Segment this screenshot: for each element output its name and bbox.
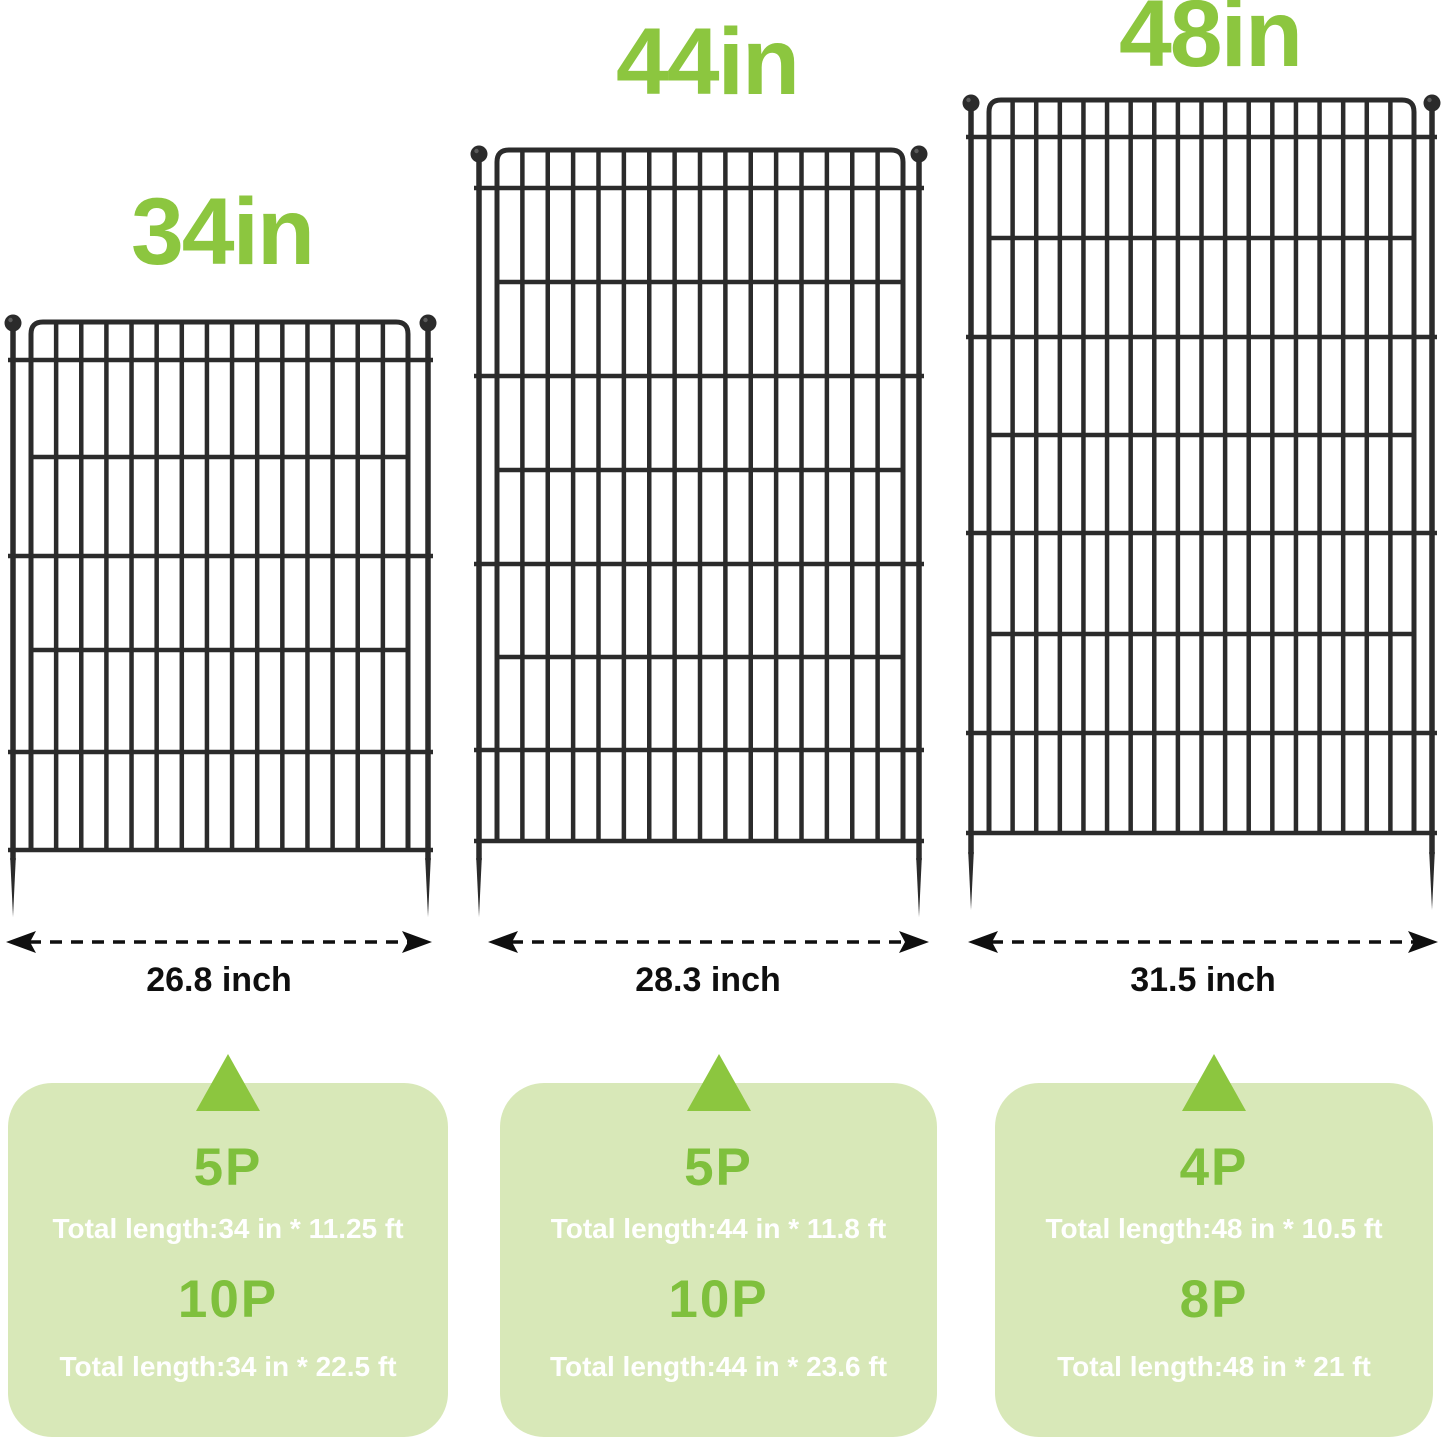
pack-count: 10P: [668, 1270, 769, 1329]
pack-option-card-48in: 4P Total length:48 in * 10.5 ft 8P Total…: [995, 1054, 1433, 1437]
pack-count: 5P: [193, 1138, 263, 1197]
triangle-shape: [686, 1054, 751, 1111]
pack-count: 5P: [684, 1138, 753, 1197]
fence-panel-34in: [4, 314, 437, 917]
pack-total-length: Total length:34 in * 22.5 ft: [59, 1351, 397, 1382]
pack-total-length: Total length:48 in * 21 ft: [1057, 1351, 1371, 1382]
fence-height-label-44in: 44in: [615, 9, 800, 115]
fence-width-label-2: 28.3 inch: [635, 961, 781, 999]
pack-count: 10P: [177, 1270, 279, 1329]
triangle-shape: [196, 1054, 260, 1111]
fence-width-label-1: 26.8 inch: [146, 961, 292, 999]
pack-total-length: Total length:34 in * 11.25 ft: [52, 1213, 404, 1244]
width-dimension-arrow: [6, 931, 432, 953]
fence-height-label-34in: 34in: [130, 179, 315, 285]
pack-total-length: Total length:44 in * 11.8 ft: [550, 1213, 887, 1244]
pack-total-length: Total length:48 in * 10.5 ft: [1045, 1213, 1383, 1244]
triangle-shape: [1182, 1054, 1246, 1111]
fence-panel-44in: [470, 145, 928, 917]
pack-count: 4P: [1179, 1138, 1249, 1197]
pack-count: 8P: [1179, 1270, 1249, 1329]
pack-option-card-34in: 5P Total length:34 in * 11.25 ft 10P Tot…: [8, 1054, 448, 1437]
pack-total-length: Total length:44 in * 23.6 ft: [549, 1351, 888, 1382]
width-dimension-arrow: [968, 931, 1438, 953]
width-dimension-arrow: [488, 931, 929, 953]
fence-panel-48in: [962, 94, 1441, 910]
triangle-up-icon: [686, 1054, 751, 1111]
pack-option-card-44in: 5P Total length:44 in * 11.8 ft 10P Tota…: [500, 1054, 937, 1437]
fence-width-label-3: 31.5 inch: [1130, 961, 1276, 999]
triangle-up-icon: [196, 1054, 260, 1111]
triangle-up-icon: [1182, 1054, 1246, 1111]
fence-height-label-48in: 48in: [1118, 0, 1303, 87]
